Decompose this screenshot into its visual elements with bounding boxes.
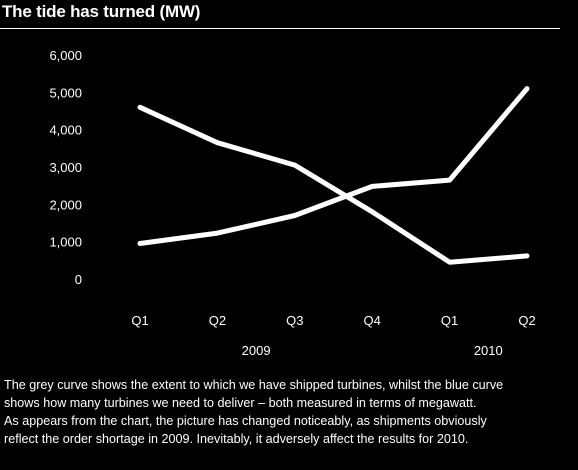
chart-caption: The grey curve shows the extent to which… (4, 376, 572, 448)
y-tick-label: 2,000 (49, 197, 82, 212)
y-tick-label: 3,000 (49, 160, 82, 175)
series-line (137, 104, 530, 265)
x-axis-ticks: Q1 Q2 Q3 Q4 Q1 Q2 (131, 313, 535, 328)
x-tick-label: Q3 (286, 313, 303, 328)
caption-line: shows how many turbines we need to deliv… (4, 396, 477, 410)
y-axis-ticks: 6,000 5,000 4,000 3,000 2,000 1,000 0 (49, 48, 82, 287)
caption-line: reflect the order shortage in 2009. Inev… (4, 432, 469, 446)
year-label: 2010 (474, 343, 503, 358)
y-tick-label: 6,000 (49, 48, 82, 63)
x-tick-label: Q2 (518, 313, 535, 328)
x-tick-label: Q1 (131, 313, 148, 328)
year-labels: 2009 2010 (242, 343, 503, 358)
x-tick-label: Q2 (209, 313, 226, 328)
line-chart: 6,000 5,000 4,000 3,000 2,000 1,000 0 Q1 Q2 Q3 Q4… (49, 48, 535, 358)
x-tick-label: Q1 (441, 313, 458, 328)
caption-line: As appears from the chart, the picture h… (4, 414, 487, 428)
chart-title: The tide has turned (MW) (2, 2, 201, 21)
caption-line: The grey curve shows the extent to which… (4, 378, 504, 392)
series-lines (137, 86, 530, 265)
y-tick-label: 5,000 (49, 85, 82, 100)
year-label: 2009 (242, 343, 271, 358)
y-tick-label: 0 (75, 272, 82, 287)
y-tick-label: 4,000 (49, 123, 82, 138)
x-tick-label: Q4 (364, 313, 381, 328)
series-line (137, 86, 530, 246)
title-divider (0, 28, 560, 29)
y-tick-label: 1,000 (49, 235, 82, 250)
